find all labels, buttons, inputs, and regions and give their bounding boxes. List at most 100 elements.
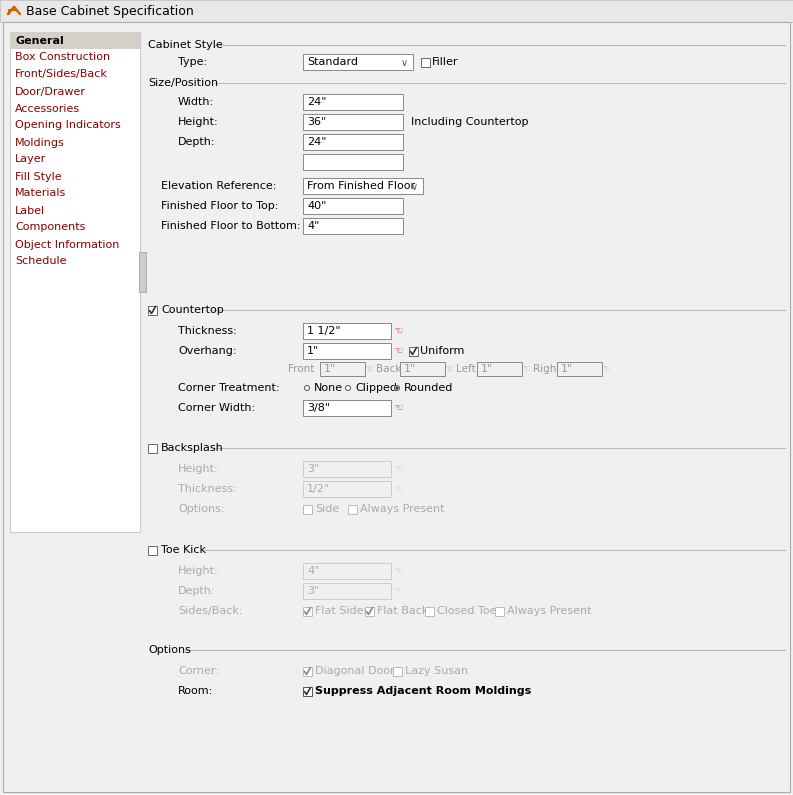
Text: Box Construction: Box Construction [15, 52, 110, 63]
Text: Options: Options [148, 645, 191, 655]
Bar [0, 0, 793, 22]
Bar [303, 481, 391, 497]
Bar [148, 444, 157, 452]
Text: Diagonal Door: Diagonal Door [315, 666, 395, 676]
Bar [303, 666, 312, 676]
Circle shape [394, 386, 400, 390]
Text: 3": 3" [307, 464, 320, 474]
Text: ☜: ☜ [522, 364, 531, 374]
Text: None: None [314, 383, 343, 393]
Bar [303, 94, 403, 110]
Text: Type:: Type: [178, 57, 207, 67]
Text: Elevation Reference:: Elevation Reference: [161, 181, 277, 191]
Text: 4": 4" [307, 221, 320, 231]
Text: Thickness:: Thickness: [178, 326, 237, 336]
Text: ☜: ☜ [365, 364, 374, 374]
Text: ☜: ☜ [393, 586, 403, 596]
Text: Clipped: Clipped [355, 383, 397, 393]
Text: 3": 3" [307, 586, 320, 596]
Bar [303, 198, 403, 214]
Bar [303, 687, 312, 696]
Text: 40": 40" [307, 201, 327, 211]
Text: Uniform: Uniform [420, 346, 465, 356]
Text: Height:: Height: [178, 566, 219, 576]
Bar [409, 347, 418, 355]
Bar [10, 32, 140, 532]
Text: ☜: ☜ [393, 346, 403, 356]
Text: General: General [15, 36, 63, 45]
Text: Opening Indicators: Opening Indicators [15, 121, 121, 130]
Text: Always Present: Always Present [507, 606, 592, 616]
Text: ∨: ∨ [401, 58, 408, 68]
Bar [303, 461, 391, 477]
Text: Standard: Standard [307, 57, 358, 67]
Text: Front/Sides/Back: Front/Sides/Back [15, 69, 108, 80]
Circle shape [396, 386, 398, 390]
Text: ☜: ☜ [602, 364, 611, 374]
Text: Including Countertop: Including Countertop [411, 117, 528, 127]
Bar [303, 154, 403, 170]
Text: Corner:: Corner: [178, 666, 219, 676]
Text: ☜: ☜ [393, 484, 403, 494]
Bar [303, 607, 312, 615]
Text: Moldings: Moldings [15, 138, 65, 148]
Text: 1/2": 1/2" [307, 484, 330, 494]
Bar [139, 252, 146, 292]
Circle shape [305, 386, 309, 390]
Bar [400, 362, 445, 376]
Text: Thickness:: Thickness: [178, 484, 237, 494]
Text: 36": 36" [307, 117, 326, 127]
Text: Height:: Height: [178, 464, 219, 474]
Text: Toe Kick: Toe Kick [161, 545, 206, 555]
Bar [303, 583, 391, 599]
Text: ☜: ☜ [445, 364, 454, 374]
Text: Backsplash: Backsplash [161, 443, 224, 453]
Bar [320, 362, 365, 376]
Text: ☜: ☜ [393, 464, 403, 474]
Text: 4": 4" [307, 566, 320, 576]
Bar [393, 666, 402, 676]
Text: Always Present: Always Present [360, 504, 445, 514]
Text: Right: Right [533, 364, 561, 374]
Bar [303, 505, 312, 514]
Text: Rounded: Rounded [404, 383, 454, 393]
Text: Back: Back [376, 364, 401, 374]
Text: Cabinet Style: Cabinet Style [148, 40, 223, 50]
Bar [303, 134, 403, 150]
Text: 24": 24" [307, 97, 327, 107]
Text: Width:: Width: [178, 97, 214, 107]
Text: Corner Width:: Corner Width: [178, 403, 255, 413]
Text: Layer: Layer [15, 154, 46, 165]
Bar [495, 607, 504, 615]
Text: 3/8": 3/8" [307, 403, 330, 413]
Text: Label: Label [15, 205, 45, 215]
Text: Object Information: Object Information [15, 239, 120, 250]
Text: Left: Left [456, 364, 476, 374]
Text: Options:: Options: [178, 504, 224, 514]
Text: Size/Position: Size/Position [148, 78, 218, 88]
Text: Depth:: Depth: [178, 137, 216, 147]
Text: Overhang:: Overhang: [178, 346, 236, 356]
Text: Schedule: Schedule [15, 257, 67, 266]
Text: Front: Front [288, 364, 314, 374]
Bar [303, 218, 403, 234]
Text: Side: Side [315, 504, 339, 514]
Text: Filler: Filler [432, 57, 458, 67]
Text: Countertop: Countertop [161, 305, 224, 315]
Bar [425, 607, 434, 615]
Bar [303, 323, 391, 339]
Text: Suppress Adjacent Room Moldings: Suppress Adjacent Room Moldings [315, 686, 531, 696]
Text: Flat Sides: Flat Sides [315, 606, 370, 616]
Text: ☜: ☜ [393, 403, 403, 413]
Text: 24": 24" [307, 137, 327, 147]
Bar [557, 362, 602, 376]
Text: Materials: Materials [15, 188, 67, 199]
Bar [303, 114, 403, 130]
Text: Components: Components [15, 223, 86, 232]
Bar [303, 178, 423, 194]
Text: ☜: ☜ [393, 566, 403, 576]
Bar [421, 57, 430, 67]
Text: 1": 1" [481, 364, 493, 374]
Text: From Finished Floor: From Finished Floor [307, 181, 415, 191]
Bar [365, 607, 374, 615]
